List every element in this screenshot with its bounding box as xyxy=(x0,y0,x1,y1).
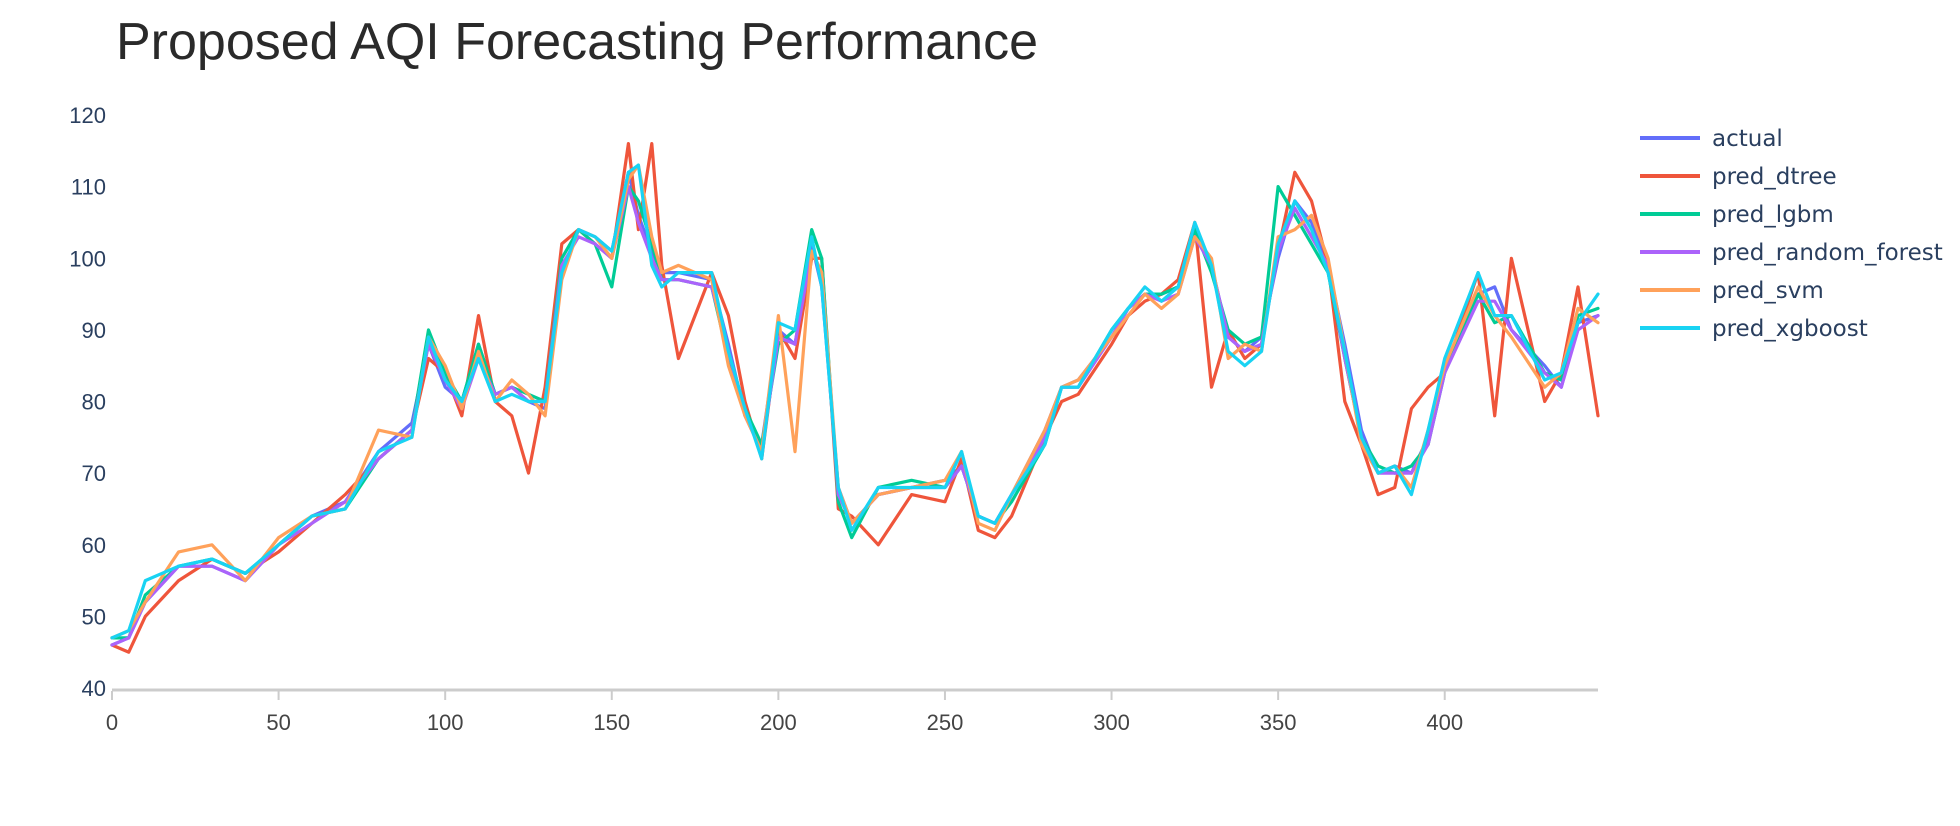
x-axis: 0 50 100 150 200 250 300 350 400 xyxy=(106,691,1463,735)
x-tick-label: 250 xyxy=(927,710,964,735)
y-axis: 40 50 60 70 80 90 100 110 120 xyxy=(69,103,106,701)
y-tick-label: 100 xyxy=(69,246,106,271)
legend-label-pred_svm: pred_svm xyxy=(1712,278,1824,304)
series-line-pred_dtree xyxy=(110,142,1600,654)
series-line-pred_random_forest xyxy=(110,185,1600,647)
x-tick-label: 400 xyxy=(1426,710,1463,735)
x-tick-label: 300 xyxy=(1093,710,1130,735)
series-line-pred_svm xyxy=(110,163,1600,640)
legend-label-pred_random_forest: pred_random_forest xyxy=(1712,240,1943,266)
x-tick-label: 100 xyxy=(427,710,464,735)
y-tick-label: 110 xyxy=(71,175,106,200)
series-line-actual xyxy=(110,170,1600,647)
y-tick-label: 70 xyxy=(82,461,106,486)
legend-label-pred_lgbm: pred_lgbm xyxy=(1712,202,1834,228)
legend-label-actual: actual xyxy=(1712,126,1783,152)
legend: actual pred_dtree pred_lgbm pred_random_for… xyxy=(1640,126,1943,342)
y-tick-label: 60 xyxy=(82,533,106,558)
y-tick-label: 40 xyxy=(82,676,106,701)
x-tick-label: 350 xyxy=(1260,710,1297,735)
y-tick-label: 80 xyxy=(82,390,106,415)
y-tick-label: 120 xyxy=(69,103,106,128)
plot-area xyxy=(110,142,1600,654)
series-line-pred_lgbm xyxy=(110,185,1600,640)
series-line-pred_xgboost xyxy=(110,163,1600,640)
x-tick-label: 50 xyxy=(266,710,290,735)
x-tick-label: 0 xyxy=(106,710,118,735)
chart-title: Proposed AQI Forecasting Performance xyxy=(116,13,1039,71)
x-tick-label: 200 xyxy=(760,710,797,735)
x-tick-label: 150 xyxy=(593,710,630,735)
y-tick-label: 90 xyxy=(82,318,106,343)
y-tick-label: 50 xyxy=(82,604,106,629)
legend-label-pred_xgboost: pred_xgboost xyxy=(1712,316,1868,342)
legend-label-pred_dtree: pred_dtree xyxy=(1712,164,1837,190)
